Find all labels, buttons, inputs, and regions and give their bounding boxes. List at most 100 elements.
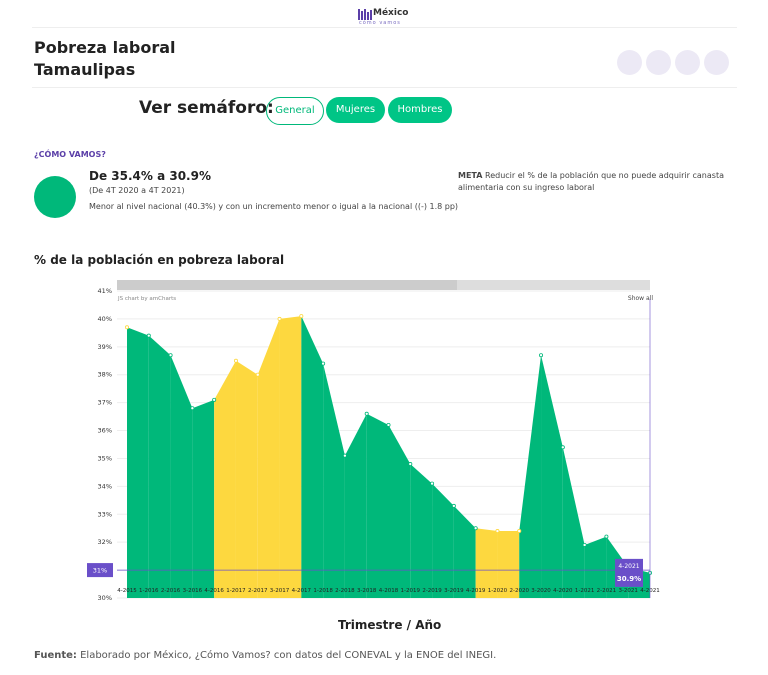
divider — [32, 27, 737, 28]
data-point — [233, 358, 238, 363]
area-segment — [562, 447, 585, 598]
y-tick-label: 37% — [98, 399, 112, 407]
x-tick-label: 4-2019 — [466, 588, 486, 594]
data-point — [212, 397, 217, 402]
chart: JS chart by amCharts Show all 30% 31% 32% 3… — [87, 280, 660, 602]
data-point — [321, 361, 326, 366]
data-point — [604, 534, 609, 539]
button-hombres[interactable]: Hombres — [388, 97, 452, 123]
area-segment — [541, 355, 563, 598]
y-tick-label: 41% — [98, 287, 112, 295]
x-tick-label: 2-2017 — [248, 588, 268, 594]
area-segment — [453, 505, 476, 598]
x-tick-label: 1-2017 — [226, 588, 246, 594]
share-telegram[interactable] — [704, 50, 729, 75]
y-tick-label: 38% — [98, 371, 112, 379]
summary-kicker: ¿CÓMO VAMOS? — [34, 150, 106, 159]
x-tick-label: 2-2018 — [335, 588, 355, 594]
x-tick-label: 4-2015 — [117, 588, 137, 594]
area-segment — [366, 413, 389, 598]
x-tick-label: 3-2019 — [444, 588, 464, 594]
data-point — [125, 325, 130, 330]
x-tick-label: 1-2016 — [139, 588, 159, 594]
summary-headline: De 35.4% a 30.9% — [89, 169, 211, 183]
status-dot — [34, 176, 76, 218]
button-general[interactable]: General — [266, 97, 324, 125]
data-point — [473, 526, 478, 531]
data-point — [364, 411, 369, 416]
share-twitter[interactable] — [617, 50, 642, 75]
summary-note: Menor al nivel nacional (40.3%) y con un… — [89, 202, 459, 211]
x-tick-label: 4-2020 — [553, 588, 573, 594]
data-label: 30.9% — [617, 575, 641, 583]
x-tick-label: 1-2021 — [575, 588, 594, 594]
logo-sub: cómo vamos — [359, 20, 401, 26]
semaforo-label: Ver semáforo: — [139, 98, 274, 118]
area-segment — [279, 316, 302, 598]
x-tick-label: 4-2017 — [292, 588, 312, 594]
x-tick-label: 3-2018 — [357, 588, 377, 594]
area-segment — [235, 360, 258, 598]
data-point — [255, 372, 260, 377]
y-tick-label: 33% — [98, 510, 112, 518]
button-mujeres[interactable]: Mujeres — [326, 97, 385, 123]
data-point — [277, 316, 282, 321]
divider — [32, 87, 737, 88]
goal: META Reducir el % de la población que no… — [458, 170, 728, 194]
x-tick-label: 1-2020 — [488, 588, 508, 594]
logo: México cómo vamos — [358, 5, 408, 26]
data-point — [517, 529, 522, 534]
tooltip — [615, 558, 643, 587]
footer-label: Fuente: — [34, 650, 77, 661]
area-segment — [192, 399, 215, 598]
footer: Fuente: Elaborado por México, ¿Cómo Vamo… — [34, 650, 496, 661]
footer-text: Elaborado por México, ¿Cómo Vamos? con d… — [80, 650, 497, 661]
x-axis-title: Trimestre / Año — [338, 618, 442, 632]
area-segment — [497, 531, 520, 598]
area-segment — [388, 424, 411, 598]
goal-label: META — [458, 171, 483, 180]
x-tick-label: 2-2016 — [161, 588, 181, 594]
x-tick-label: 3-2016 — [183, 588, 203, 594]
data-point — [408, 462, 413, 467]
area-segment — [410, 464, 433, 598]
x-tick-label: 4-2018 — [379, 588, 399, 594]
data-point — [190, 406, 195, 411]
area-segment — [475, 528, 498, 598]
data-point — [560, 445, 565, 450]
y-tick-label: 30% — [98, 594, 112, 602]
x-tick-label: 3-2017 — [270, 588, 290, 594]
chart-credit: JS chart by amCharts — [117, 296, 176, 302]
area-segment — [257, 318, 280, 598]
x-tick-label: 2-2019 — [422, 588, 442, 594]
area-segment — [432, 483, 454, 598]
y-tick-label: 40% — [98, 315, 112, 323]
page-subtitle: Tamaulipas — [34, 60, 136, 79]
x-tick-label: 2-2020 — [510, 588, 530, 594]
show-all-button[interactable]: Show all — [628, 295, 653, 302]
data-point — [539, 353, 544, 358]
reference-label: 31% — [93, 567, 107, 575]
area-segment — [584, 536, 607, 598]
data-point — [168, 353, 173, 358]
area-segment — [301, 316, 324, 598]
logo-icon — [358, 9, 372, 20]
y-tick-label: 36% — [98, 427, 112, 435]
data-point — [495, 529, 500, 534]
x-tick-label: 4-2016 — [204, 588, 224, 594]
x-tick-label: 1-2018 — [313, 588, 333, 594]
share-facebook[interactable] — [646, 50, 671, 75]
area-segment — [170, 355, 193, 598]
area-segment — [148, 335, 171, 598]
x-tick-label: 2-2021 — [597, 588, 616, 594]
data-point — [582, 542, 587, 547]
area-segment — [323, 363, 345, 598]
share-whatsapp[interactable] — [675, 50, 700, 75]
y-tick-label: 34% — [98, 482, 112, 490]
x-tick-label: 3-2021 — [618, 588, 637, 594]
goal-text: Reducir el % de la población que no pued… — [458, 171, 724, 192]
page-title: Pobreza laboral — [34, 38, 176, 57]
scrollbar-thumb[interactable] — [117, 280, 457, 290]
y-tick-label: 39% — [98, 343, 112, 351]
